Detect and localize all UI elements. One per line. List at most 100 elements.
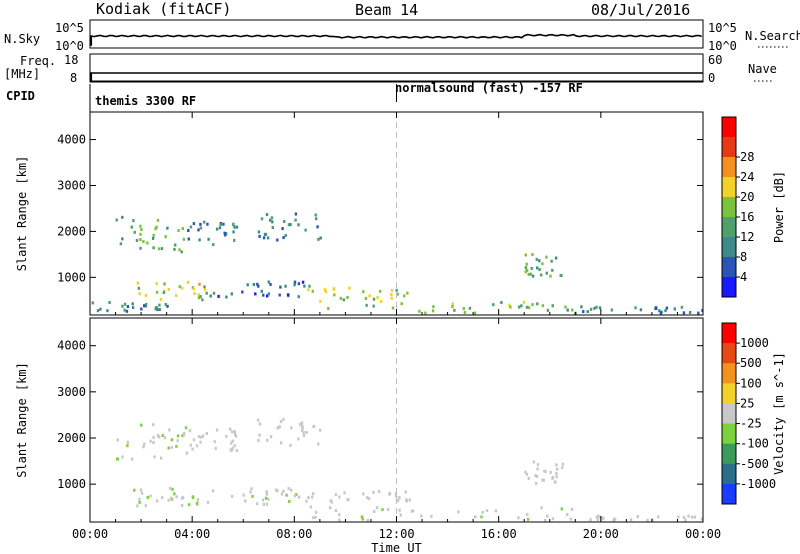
velocity-echo-cell [265,490,268,494]
power-echo-cell [293,280,297,284]
power-echo-cell [294,212,298,216]
power-echo-cell [319,299,322,303]
power-echo-cell [451,305,454,308]
power-echo-cell [301,280,305,284]
velocity-echo-cell [266,438,269,442]
power-echo-cell [271,226,274,229]
power-echo-cell [538,268,541,272]
power-echo-cell [316,225,319,229]
power-echo-cell [265,213,269,217]
power-echo-cell [463,311,467,314]
freq-label: Freq. [20,54,57,68]
xtick-label: 00:00 [685,527,721,541]
power-echo-cell [192,287,195,291]
power-echo-cell [260,289,263,293]
power-ytick-label: 2000 [57,224,86,238]
power-echo-cell [223,231,226,235]
power-echo-cell [682,311,686,315]
power-echo-cell [142,240,145,244]
power-echo-cell [571,308,574,312]
power-echo-cell [121,304,124,308]
power-echo-cell [535,257,538,261]
power-echo-cell [368,294,371,298]
power-echo-cell [175,294,178,298]
velocity-colorbar-tick-label: -25 [740,417,762,431]
velocity-echo-cell [182,433,185,437]
power-echo-cell [664,309,667,313]
power-echo-cell [146,241,149,245]
power-echo-cell [311,289,314,293]
power-echo-cell [131,302,134,306]
power-echo-cell [266,294,269,298]
velocity-echo-cell [163,436,167,440]
velocity-echo-cell [213,440,216,444]
power-colorbar-segment [722,157,736,178]
power-echo-cell [212,243,215,247]
velocity-echo-cell [234,434,238,438]
velocity-ylabel: Slant Range [km] [15,362,29,478]
power-echo-cell [287,223,291,227]
power-echo-cell [546,308,550,312]
velocity-echo-cell [677,515,680,519]
velocity-echo-cell [149,494,152,498]
velocity-echo-cell [687,514,690,518]
power-echo-cell [140,228,143,231]
velocity-ytick-label: 1000 [57,477,86,491]
power-echo-cell [154,227,157,231]
velocity-echo-cell [139,488,143,492]
velocity-echo-cell [338,513,341,517]
velocity-echo-cell [197,435,200,439]
nsky-line [90,33,702,46]
power-echo-cell [137,286,140,290]
nave-label: Nave [748,62,777,76]
power-echo-cell [155,225,158,229]
velocity-echo-cell [334,493,338,497]
velocity-echo-cell [146,495,149,499]
power-echo-cell [525,262,528,266]
velocity-echo-cell [196,502,199,506]
power-echo-cell [186,280,190,284]
power-echo-cell [536,302,539,306]
power-colorbar-tick-label: 20 [740,190,754,204]
velocity-echo-cell [290,488,293,492]
power-echo-cell [96,309,100,313]
velocity-echo-cell [394,492,398,496]
velocity-echo-cell [180,504,184,507]
power-echo-cell [531,303,534,307]
power-echo-cell [396,292,399,296]
power-echo-cell [595,305,598,309]
velocity-echo-cell [535,474,539,478]
velocity-echo-cell [155,499,159,503]
power-echo-cell [189,225,193,229]
xtick-label: 20:00 [583,527,619,541]
velocity-echo-cell [279,441,283,445]
velocity-echo-cell [282,489,285,493]
velocity-echo-cell [300,421,304,425]
velocity-echo-cell [233,444,236,448]
velocity-echo-cell [474,515,477,519]
velocity-echo-cell [396,499,400,502]
power-echo-cell [376,296,379,299]
velocity-echo-cell [555,472,558,475]
freq-unit-label: [MHz] [4,67,41,81]
velocity-echo-cell [405,498,408,502]
power-echo-cell [108,301,111,304]
velocity-echo-cell [189,443,193,447]
power-colorbar-tick-label: 4 [740,270,747,284]
nsky-tick-low: 10^0 [55,39,84,53]
power-echo-cell [333,287,336,291]
velocity-echo-cell [566,513,569,516]
velocity-echo-cell [231,446,235,450]
nsky-tick-high: 10^5 [55,21,84,35]
velocity-echo-cell [126,444,129,448]
power-echo-cell [187,229,190,232]
power-echo-cell [527,306,531,310]
power-echo-cell [593,306,596,310]
power-echo-cell [181,227,184,231]
velocity-echo-cell [181,495,185,499]
velocity-colorbar-segment [722,443,736,465]
velocity-echo-cell [158,435,161,439]
velocity-echo-cell [140,423,143,427]
velocity-echo-cell [549,470,552,474]
power-echo-cell [365,303,368,307]
